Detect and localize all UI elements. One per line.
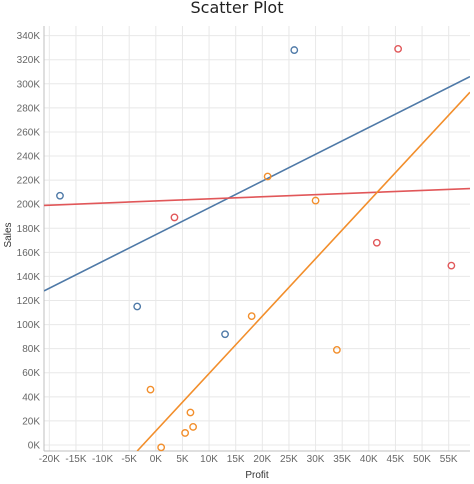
y-tick-label: 20K xyxy=(22,416,40,427)
x-tick-label: 0K xyxy=(150,454,163,465)
x-tick-label: -5K xyxy=(121,454,137,465)
chart-title: Scatter Plot xyxy=(191,0,284,17)
x-tick-label: -10K xyxy=(92,454,113,465)
axes xyxy=(43,26,470,452)
data-point xyxy=(181,429,190,437)
data-point xyxy=(56,191,64,200)
y-tick-label: 120K xyxy=(17,296,41,307)
y-tick-label: 200K xyxy=(17,200,41,211)
y-tick-label: 260K xyxy=(17,127,41,138)
data-point xyxy=(263,172,272,181)
x-tick-label: 20K xyxy=(253,454,271,465)
data-point xyxy=(170,213,179,222)
trend-lines xyxy=(44,75,470,451)
y-tick-label: 320K xyxy=(17,55,41,66)
x-tick-label: 25K xyxy=(280,454,298,465)
y-tick-label: 280K xyxy=(17,103,41,114)
data-point xyxy=(221,330,229,339)
x-tick-label: 15K xyxy=(227,454,245,465)
x-tick-label: 40K xyxy=(360,454,378,465)
y-tick-label: 40K xyxy=(22,392,40,403)
y-tick-label: 340K xyxy=(17,31,41,42)
data-point xyxy=(157,443,166,452)
grid xyxy=(44,26,470,451)
data-point xyxy=(447,261,456,270)
data-point xyxy=(372,238,381,247)
data-point xyxy=(133,302,142,311)
x-tick-label: -20K xyxy=(39,454,60,465)
data-point xyxy=(290,46,299,54)
y-axis-title: Sales xyxy=(3,222,14,247)
data-points xyxy=(56,44,456,452)
x-tick-label: 45K xyxy=(387,454,405,465)
x-tick-label: 50K xyxy=(413,454,431,465)
y-tick-label: 140K xyxy=(17,272,41,283)
y-tick-label: 240K xyxy=(17,152,41,163)
data-point xyxy=(186,408,195,417)
y-tick-label: 80K xyxy=(22,344,40,355)
data-point xyxy=(247,312,256,321)
x-tick-label: -15K xyxy=(65,454,86,465)
y-tick-label: 180K xyxy=(17,224,41,235)
data-point xyxy=(394,44,403,53)
data-point xyxy=(189,423,198,431)
x-axis-title: Profit xyxy=(245,470,269,481)
y-tick-label: 100K xyxy=(17,320,41,331)
y-tick-label: 300K xyxy=(17,79,41,90)
x-tick-label: 55K xyxy=(440,454,458,465)
data-point xyxy=(332,345,341,354)
data-point xyxy=(311,196,320,205)
x-tick-label: 10K xyxy=(200,454,218,465)
y-tick-label: 220K xyxy=(17,176,41,187)
trend-line xyxy=(136,91,470,451)
x-tick-label: 5K xyxy=(176,454,189,465)
x-tick-label: 35K xyxy=(333,454,351,465)
x-tick-label: 30K xyxy=(307,454,325,465)
trend-line xyxy=(44,187,470,207)
trend-line xyxy=(44,75,470,292)
y-tick-labels: 0K 20K 40K 60K 80K 100K 120K 140K 160K 180K 200K 22… xyxy=(17,31,41,451)
y-tick-label: 60K xyxy=(22,368,40,379)
y-tick-label: 160K xyxy=(17,248,41,259)
data-point xyxy=(146,385,155,394)
y-tick-label: 0K xyxy=(28,440,41,451)
x-tick-labels: -20K -15K -10K -5K 0K 5K 10K 15K 20K 25K 30K 35K 40K… xyxy=(39,454,458,465)
